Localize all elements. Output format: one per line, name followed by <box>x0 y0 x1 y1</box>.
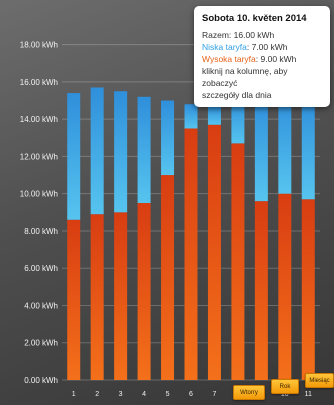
tooltip-total: Razem: 16.00 kWh <box>202 30 275 40</box>
bar-high-tariff[interactable] <box>161 175 175 380</box>
x-tick-label: 10 <box>281 391 289 398</box>
tooltip-hint-line-2: szczegóły dla dnia <box>202 90 272 100</box>
y-tick-label: 10.00 kWh <box>20 190 58 199</box>
x-tick-label: 5 <box>166 391 170 398</box>
bar-low-tariff[interactable] <box>67 93 81 220</box>
y-tick-label: 4.00 kWh <box>24 301 58 310</box>
bar-high-tariff[interactable] <box>301 199 315 380</box>
day-tooltip: Sobota 10. květen 2014 Razem: 16.00 kWh … <box>194 6 330 107</box>
y-tick-label: 16.00 kWh <box>20 78 58 87</box>
x-tick-label: 1 <box>72 391 76 398</box>
bar-high-tariff[interactable] <box>254 201 268 380</box>
y-tick-label: 2.00 kWh <box>24 339 58 348</box>
tooltip-high-value: : 9.00 kWh <box>255 54 297 64</box>
bar-low-tariff[interactable] <box>278 96 292 194</box>
tooltip-title: Sobota 10. květen 2014 <box>202 13 307 24</box>
tooltip-low-label: Niska taryfa <box>202 42 247 52</box>
bar-low-tariff[interactable] <box>137 96 151 203</box>
tooltip-high-label: Wysoka taryfa <box>202 54 256 64</box>
y-axis-labels: 0.00 kWh 2.00 kWh 4.00 kWh 6.00 kWh 8.00 kWh… <box>20 41 58 385</box>
tooltip-hint-line-1: kliknij na kolumnę, aby zobaczyć <box>202 66 288 88</box>
bar-high-tariff[interactable] <box>90 214 104 380</box>
y-tick-label: 6.00 kWh <box>24 264 58 273</box>
y-tick-label: 12.00 kWh <box>20 152 58 161</box>
bar-high-tariff[interactable] <box>231 143 245 380</box>
x-tick-label: 4 <box>142 391 146 398</box>
bar-high-tariff[interactable] <box>67 219 81 380</box>
bar-low-tariff[interactable] <box>301 98 315 200</box>
bar-high-tariff[interactable] <box>114 212 128 380</box>
range-button-year[interactable]: Rok <box>271 379 299 394</box>
bar-low-tariff[interactable] <box>207 106 221 125</box>
tooltip-low-tariff: Niska taryfa: 7.00 kWh <box>202 41 322 53</box>
bar-low-tariff[interactable] <box>254 96 268 202</box>
tooltip-high-tariff: Wysoka taryfa: 9.00 kWh <box>202 53 322 65</box>
bar-high-tariff[interactable] <box>278 193 292 380</box>
y-tick-label: 18.00 kWh <box>20 41 58 50</box>
bar-high-tariff[interactable] <box>184 128 198 380</box>
tooltip-low-value: : 7.00 kWh <box>246 42 288 52</box>
x-tick-label: 6 <box>189 391 193 398</box>
x-tick-label: 3 <box>119 391 123 398</box>
range-button-week[interactable]: Wtorry <box>233 385 265 400</box>
bar-low-tariff[interactable] <box>231 98 245 144</box>
bar-low-tariff[interactable] <box>114 91 128 213</box>
x-tick-label: 7 <box>213 391 217 398</box>
y-tick-label: 14.00 kWh <box>20 115 58 124</box>
bars[interactable] <box>67 87 315 380</box>
bar-low-tariff[interactable] <box>90 87 104 215</box>
bar-high-tariff[interactable] <box>137 203 151 380</box>
range-button-month[interactable]: Miesiąc <box>305 373 334 388</box>
x-tick-label: 2 <box>95 391 99 398</box>
x-tick-label: 11 <box>305 391 312 398</box>
bar-high-tariff[interactable] <box>207 124 221 380</box>
bar-low-tariff[interactable] <box>161 100 175 176</box>
y-tick-label: 8.00 kWh <box>24 227 58 236</box>
bar-low-tariff[interactable] <box>184 104 198 129</box>
y-tick-label: 0.00 kWh <box>24 376 58 385</box>
